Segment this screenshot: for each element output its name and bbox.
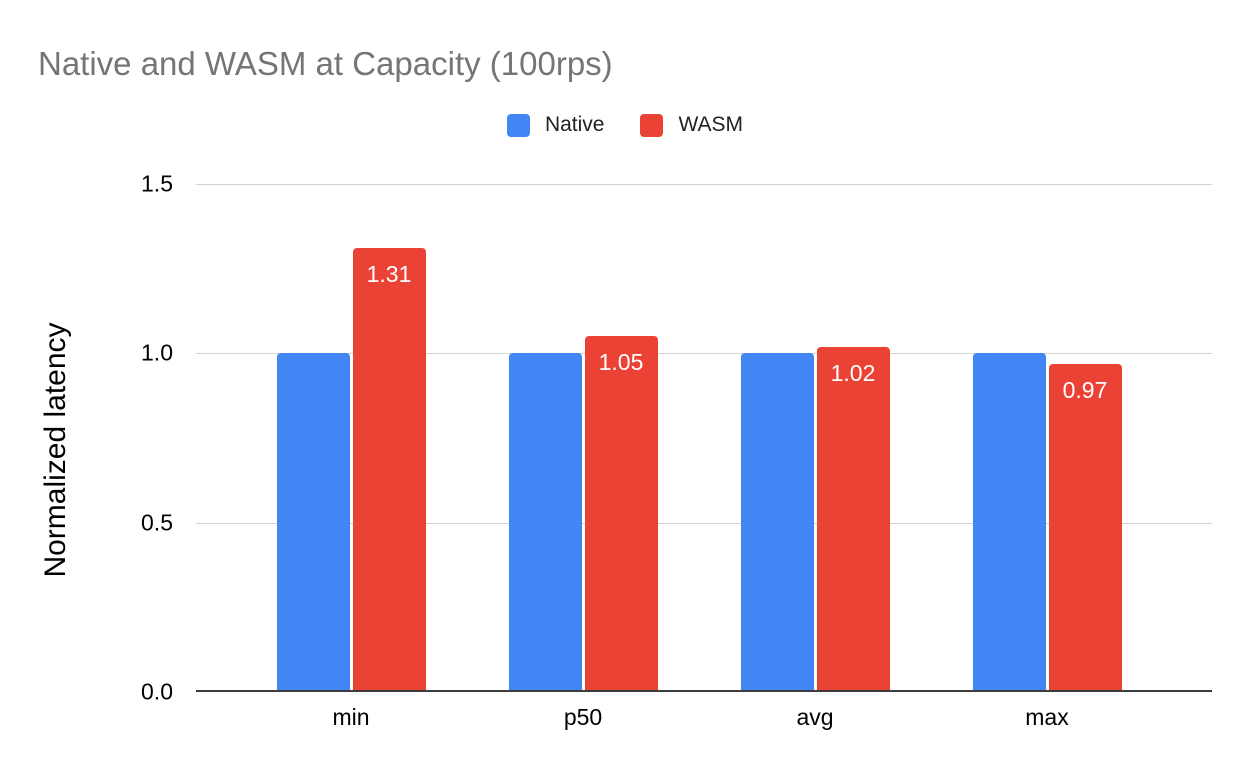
bar-group-avg: 1.02 [699,346,931,692]
bar-native-p50 [508,353,582,692]
y-tick-label: 0.5 [141,509,173,536]
x-axis-labels: min p50 avg max [196,704,1212,731]
bar-native-max [972,353,1046,692]
x-tick-label-p50: p50 [563,704,603,730]
bar-wasm-min: 1.31 [352,248,426,692]
bar-native-min [276,353,350,692]
bar-value-label: 0.97 [1062,376,1108,403]
bar-group-p50: 1.05 [467,336,699,692]
legend-swatch-wasm [640,113,664,137]
legend: Native WASM [0,111,1250,139]
y-tick-label: 1.5 [141,170,173,197]
bar-wasm-avg: 1.02 [816,346,890,692]
x-tick-label-avg: avg [796,704,834,730]
legend-item-wasm: WASM [640,113,743,137]
chart-title: Native and WASM at Capacity (100rps) [38,45,613,82]
legend-swatch-native [506,113,530,137]
bar-group-max: 0.97 [931,353,1163,692]
x-tick-label-min: min [332,704,370,730]
y-tick-label: 0.0 [141,678,173,705]
y-tick-label: 1.0 [141,339,173,366]
legend-label-native: Native [544,113,605,136]
bar-wasm-max: 0.97 [1048,363,1122,692]
gridline [196,522,1212,524]
y-axis-ticks: 0.0 0.5 1.0 1.5 [110,171,184,705]
bars-row: 1.31 1.05 1.02 0.97 [196,248,1212,692]
x-axis-baseline [196,690,1212,692]
bar-value-label: 1.31 [366,261,412,288]
gridline [196,184,1212,185]
bar-group-min: 1.31 [235,248,467,692]
x-tick-label-max: max [1025,704,1069,730]
gridline [196,353,1212,355]
y-axis-title: Normalized latency [39,322,72,578]
bar-value-label: 1.02 [830,359,876,386]
bar-value-label: 1.05 [598,349,644,376]
bar-wasm-p50: 1.05 [584,336,658,692]
plot-area: 0.0 0.5 1.0 1.5 1.31 1.05 1.02 0.97 min p50 avg m… [141,171,1212,730]
legend-item-native: Native [506,113,605,137]
bar-native-avg [740,353,814,692]
legend-label-wasm: WASM [678,113,744,136]
